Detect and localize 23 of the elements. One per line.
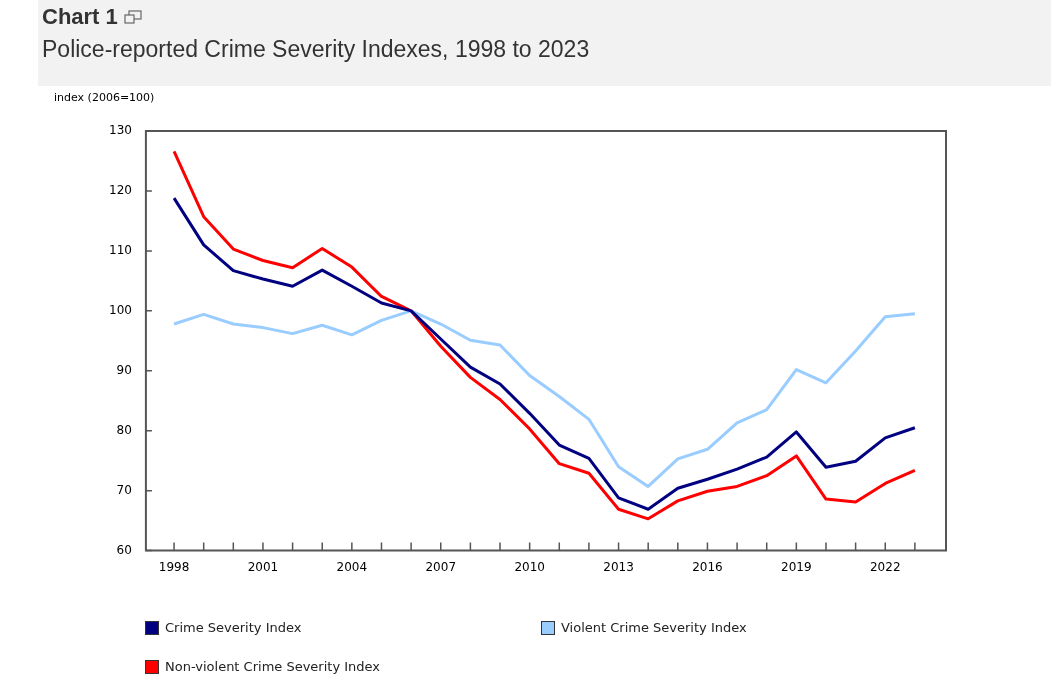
x-tick-label: 2007 (425, 559, 457, 574)
legend-label: Non-violent Crime Severity Index (165, 659, 381, 674)
y-tick-label: 130 (109, 123, 132, 138)
y-tick-label: 110 (109, 243, 132, 258)
y-tick-label: 100 (109, 302, 132, 317)
x-tick-label: 2019 (781, 559, 812, 574)
y-tick-label: 70 (116, 482, 132, 497)
x-tick-label: 2001 (247, 559, 279, 574)
y-tick-label: 80 (116, 422, 132, 437)
y-tick-label: 90 (116, 362, 132, 377)
chart-subtitle: Police-reported Crime Severity Indexes, 1998 to 2023 (42, 36, 590, 63)
x-tick-label: 2004 (336, 559, 368, 574)
x-tick-label: 2013 (603, 559, 634, 574)
x-tick-label: 2010 (514, 559, 545, 574)
y-axis-title: index (2006=100) (54, 91, 155, 104)
chart-title: Chart 1 (42, 4, 118, 30)
y-tick-label: 120 (109, 183, 132, 198)
y-tick-label: 60 (116, 542, 132, 557)
legend-label: Violent Crime Severity Index (561, 620, 747, 635)
x-tick-label: 2022 (869, 559, 901, 574)
x-tick-label: 2016 (692, 559, 723, 574)
x-tick-label: 1998 (158, 559, 190, 574)
legend-label: Crime Severity Index (165, 620, 302, 635)
